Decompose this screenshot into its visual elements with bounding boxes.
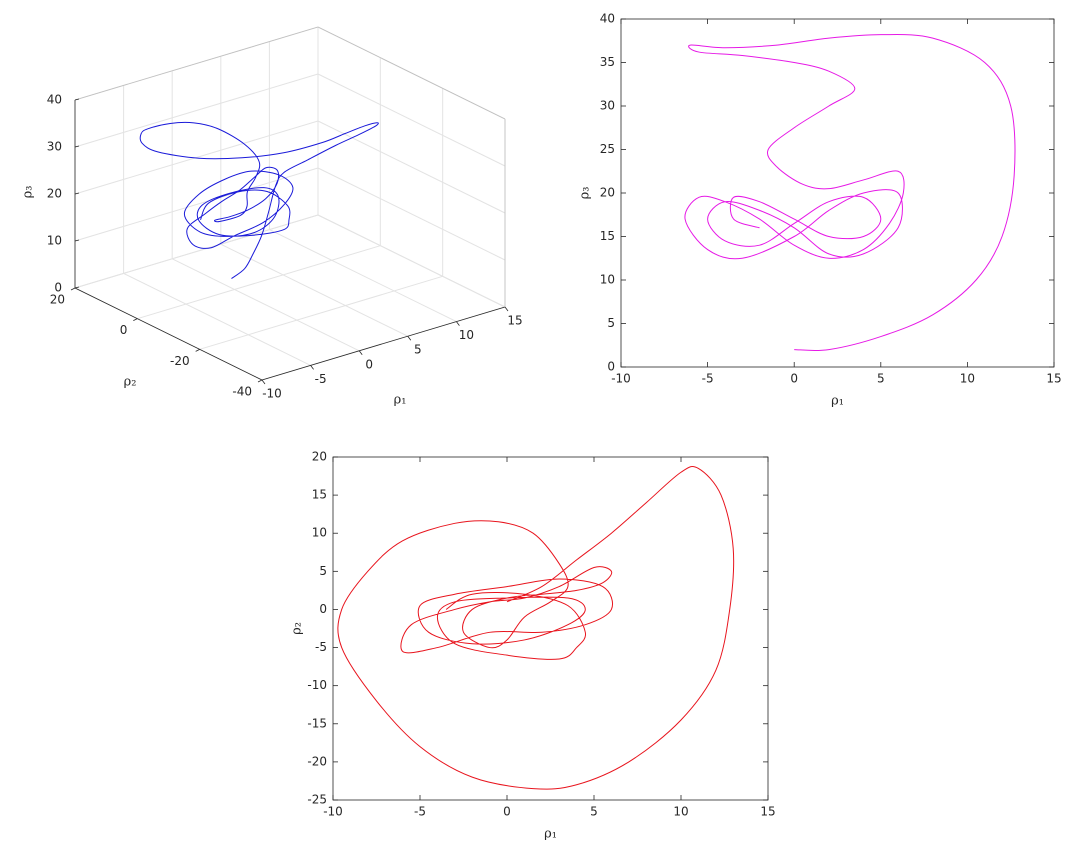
y-tick-label: -10 [307,678,327,692]
axis-line [74,287,263,381]
y-tick-label: -20 [307,754,327,768]
y-tick-label: 0 [120,323,128,337]
x-tick-label: -5 [702,372,714,386]
grid-line [317,167,506,261]
y-tick [133,318,138,322]
grid-line [74,73,319,148]
axis-line [261,306,506,381]
axis-line [74,26,319,101]
trajectory [684,34,1016,352]
z-tick-label: 30 [47,140,62,154]
z-tick [74,192,80,195]
y-axis-label: ρ₂ [124,375,137,390]
y-tick [257,379,263,383]
x-tick-label: 15 [507,314,522,328]
x-tick-label: 5 [877,372,885,386]
trajectory [337,465,735,790]
x-tick-label: 10 [459,328,474,342]
y-tick-label: 5 [607,316,615,330]
x-tick [358,350,363,356]
z-tick-label: 20 [47,187,62,201]
grid-line [171,258,360,352]
y-tick-label: 15 [312,488,327,502]
grid-line [317,73,506,167]
x-tick-label: 0 [503,805,511,819]
x-tick-label: 10 [673,805,688,819]
y-axis-label: ρ₂ [290,622,305,635]
x-axis-label: ρ₁ [544,827,557,842]
z-tick-label: 0 [54,281,62,295]
y-tick-label: 15 [600,229,615,243]
y-tick [70,287,76,291]
x-tick-label: 15 [1046,372,1061,386]
z-tick [74,239,80,242]
z-tick-label: 40 [47,93,62,107]
x-axis-label: ρ₁ [831,394,844,409]
y-tick-label: 20 [600,186,615,200]
x-tick-label: 0 [365,357,373,371]
y-tick-label: 30 [600,99,615,113]
x-tick [261,379,266,385]
y-tick-label: 10 [600,273,615,287]
trajectory [139,121,379,279]
x-tick-label: -5 [315,372,327,386]
x-tick-label: -5 [414,805,426,819]
y-axis-label: ρ₃ [578,187,593,200]
y-tick-label: 25 [600,142,615,156]
y-tick-label: 35 [600,55,615,69]
z-tick-label: 10 [47,234,62,248]
grid-line [74,120,319,195]
z-tick [74,286,80,289]
z-tick [74,145,80,148]
x-tick [407,335,412,341]
y-tick-label: 20 [312,450,327,464]
x-tick [504,306,509,312]
grid-line [137,245,381,320]
z-axis-label: ρ₃ [21,186,36,199]
axis-line [317,26,506,120]
grid-line [220,243,409,337]
x-tick-label: -10 [323,805,343,819]
grid-line [199,275,443,350]
y-tick-label: -5 [315,640,327,654]
plot-area [332,456,769,801]
grid-line [269,229,457,323]
plot-area [620,18,1055,368]
x-tick [456,321,460,326]
x-tick-label: -10 [262,387,282,401]
grid-line [74,214,319,289]
x-tick-label: 15 [760,805,775,819]
y-tick-label: 0 [319,602,327,616]
x-tick-label: 0 [790,372,798,386]
y-tick [195,348,200,352]
grid-line [317,214,506,308]
x-axis-label: ρ₁ [394,393,407,408]
y-tick-label: 0 [607,360,615,374]
x-tick [310,365,314,370]
y-tick-label: -25 [307,793,327,807]
y-tick-label: -15 [307,716,327,730]
y-tick-label: -20 [170,354,190,368]
x-tick-label: 5 [414,343,422,357]
x-tick-label: 5 [590,805,598,819]
y-tick-label: -40 [232,385,252,399]
y-tick-label: 20 [50,293,65,307]
x-tick-label: 10 [960,372,975,386]
x-tick-label: -10 [611,372,631,386]
grid-line [123,272,311,366]
z-tick [74,98,80,101]
y-tick-label: 5 [319,564,327,578]
y-tick-label: 40 [600,12,615,26]
grid-line [317,120,506,214]
y-tick-label: 10 [312,526,327,540]
